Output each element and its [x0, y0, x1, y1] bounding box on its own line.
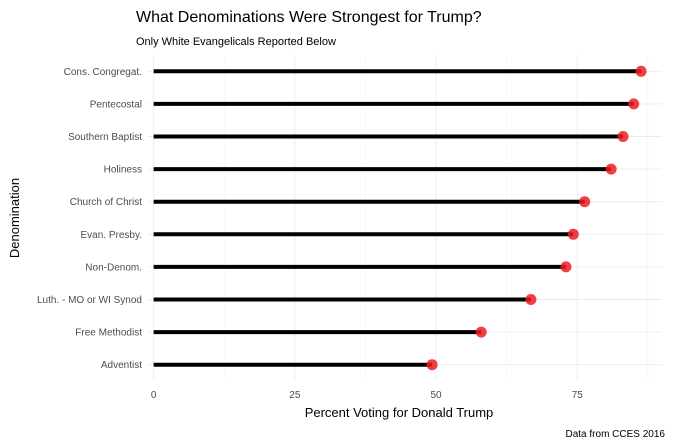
x-tick-label: 50	[431, 390, 443, 401]
chart-subtitle: Only White Evangelicals Reported Below	[136, 36, 336, 48]
lollipop-point	[635, 65, 647, 77]
y-axis-title: Denomination	[7, 178, 22, 258]
x-tick-label: 25	[289, 390, 301, 401]
chart-caption: Data from CCES 2016	[566, 429, 666, 440]
chart-title: What Denominations Were Strongest for Tr…	[136, 9, 482, 26]
y-tick-label: Southern Baptist	[68, 132, 142, 143]
x-axis-title: Percent Voting for Donald Trump	[305, 405, 494, 420]
y-tick-label: Adventist	[101, 360, 142, 371]
y-tick-label: Holiness	[104, 165, 142, 176]
y-tick-label: Evan. Presby.	[80, 230, 142, 241]
x-tick-label: 75	[572, 390, 584, 401]
lollipop-point	[525, 294, 537, 305]
lollipop-segments	[153, 69, 642, 367]
lollipop-point	[475, 326, 487, 338]
y-tick-label: Church of Christ	[70, 197, 142, 208]
lollipop-point	[579, 196, 591, 208]
y-axis-tick-labels: Cons. Congregat. Pentecostal Southern Bapt…	[37, 67, 142, 371]
y-tick-label: Luth. - MO or WI Synod	[37, 295, 142, 306]
lollipop-points	[426, 65, 647, 371]
lollipop-point	[605, 163, 617, 175]
y-tick-label: Free Methodist	[75, 328, 142, 339]
lollipop-point	[560, 261, 572, 273]
lollipop-point	[426, 359, 438, 371]
lollipop-point	[567, 228, 579, 240]
y-tick-label: Pentecostal	[90, 99, 142, 110]
y-tick-label: Non-Denom.	[85, 262, 142, 273]
lollipop-point	[628, 98, 640, 110]
x-tick-label: 0	[151, 390, 157, 401]
x-axis-tick-labels: 0 25 50 75	[151, 390, 583, 401]
y-tick-label: Cons. Congregat.	[64, 67, 142, 78]
lollipop-point	[617, 131, 629, 142]
